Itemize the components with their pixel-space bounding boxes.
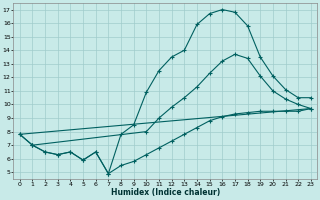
X-axis label: Humidex (Indice chaleur): Humidex (Indice chaleur) bbox=[111, 188, 220, 197]
